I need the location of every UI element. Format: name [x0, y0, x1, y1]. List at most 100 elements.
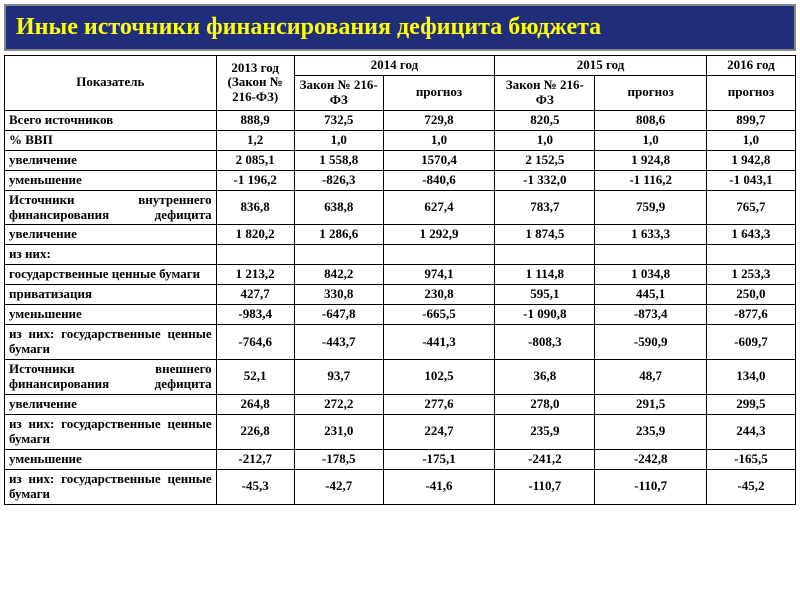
row-label: Источники внутреннего финансирования деф…	[5, 190, 217, 225]
row-label: увеличение	[5, 150, 217, 170]
cell-value: 291,5	[595, 394, 706, 414]
col-2014-forecast: прогноз	[383, 75, 494, 110]
col-2015-law: Закон № 216-ФЗ	[495, 75, 595, 110]
cell-value: 226,8	[216, 414, 294, 449]
cell-value: -1 332,0	[495, 170, 595, 190]
cell-value: 729,8	[383, 110, 494, 130]
cell-value: 235,9	[495, 414, 595, 449]
table-row: уменьшение-212,7-178,5-175,1-241,2-242,8…	[5, 449, 796, 469]
row-label: из них: государственные ценные бумаги	[5, 325, 217, 360]
cell-value: 1 034,8	[595, 265, 706, 285]
table-body: Всего источников888,9732,5729,8820,5808,…	[5, 110, 796, 504]
cell-value: -877,6	[706, 305, 795, 325]
col-2015-forecast: прогноз	[595, 75, 706, 110]
cell-value	[216, 245, 294, 265]
cell-value: -165,5	[706, 449, 795, 469]
table-row: из них:	[5, 245, 796, 265]
row-label: приватизация	[5, 285, 217, 305]
cell-value: -241,2	[495, 449, 595, 469]
table-row: Источники внутреннего финансирования деф…	[5, 190, 796, 225]
cell-value: 36,8	[495, 360, 595, 395]
cell-value: 230,8	[383, 285, 494, 305]
table-row: уменьшение-1 196,2-826,3-840,6-1 332,0 -1…	[5, 170, 796, 190]
table-row: Источники внешнего финансирования дефици…	[5, 360, 796, 395]
cell-value: -441,3	[383, 325, 494, 360]
cell-value: 638,8	[294, 190, 383, 225]
cell-value: 93,7	[294, 360, 383, 395]
cell-value: 1,0	[595, 130, 706, 150]
cell-value: -45,3	[216, 469, 294, 504]
cell-value: 1 292,9	[383, 225, 494, 245]
cell-value: -110,7	[595, 469, 706, 504]
table-row: Всего источников888,9732,5729,8820,5808,…	[5, 110, 796, 130]
table-row: % ВВП1,21,01,01,01,01,0	[5, 130, 796, 150]
cell-value: -840,6	[383, 170, 494, 190]
row-label: государственные ценные бумаги	[5, 265, 217, 285]
cell-value: 783,7	[495, 190, 595, 225]
cell-value: 820,5	[495, 110, 595, 130]
table-row: увеличение2 085,11 558,81570,42 152,51 9…	[5, 150, 796, 170]
cell-value: 1,0	[383, 130, 494, 150]
cell-value: 427,7	[216, 285, 294, 305]
cell-value: -764,6	[216, 325, 294, 360]
table-row: увеличение264,8272,2277,6278,0291,5299,5	[5, 394, 796, 414]
cell-value: -590,9	[595, 325, 706, 360]
cell-value: -647,8	[294, 305, 383, 325]
cell-value: 1 942,8	[706, 150, 795, 170]
cell-value: 134,0	[706, 360, 795, 395]
cell-value: 244,3	[706, 414, 795, 449]
cell-value: 264,8	[216, 394, 294, 414]
cell-value: 759,9	[595, 190, 706, 225]
cell-value: -242,8	[595, 449, 706, 469]
cell-value: 224,7	[383, 414, 494, 449]
cell-value: -983,4	[216, 305, 294, 325]
cell-value: -175,1	[383, 449, 494, 469]
col-2014-law: Закон № 216-ФЗ	[294, 75, 383, 110]
table-row: увеличение1 820,21 286,61 292,91 874,51 …	[5, 225, 796, 245]
cell-value: -1 043,1	[706, 170, 795, 190]
cell-value: 1 643,3	[706, 225, 795, 245]
row-label: % ВВП	[5, 130, 217, 150]
row-label: уменьшение	[5, 170, 217, 190]
cell-value: -1 196,2	[216, 170, 294, 190]
row-label: увеличение	[5, 225, 217, 245]
row-label: уменьшение	[5, 449, 217, 469]
data-table: Показатель 2013 год (Закон № 216-ФЗ) 201…	[4, 55, 796, 505]
cell-value: 1 558,8	[294, 150, 383, 170]
cell-value	[706, 245, 795, 265]
cell-value: 974,1	[383, 265, 494, 285]
row-label: из них: государственные ценные бумаги	[5, 469, 217, 504]
cell-value: 1,0	[495, 130, 595, 150]
cell-value: 250,0	[706, 285, 795, 305]
row-label: из них: государственные ценные бумаги	[5, 414, 217, 449]
table-row: приватизация427,7330,8230,8595,1445,1250…	[5, 285, 796, 305]
table-row: из них: государственные ценные бумаги-45…	[5, 469, 796, 504]
cell-value: 299,5	[706, 394, 795, 414]
cell-value: -110,7	[495, 469, 595, 504]
cell-value: 2 152,5	[495, 150, 595, 170]
cell-value: 1 874,5	[495, 225, 595, 245]
cell-value: 2 085,1	[216, 150, 294, 170]
cell-value: 808,6	[595, 110, 706, 130]
cell-value: -1 090,8	[495, 305, 595, 325]
cell-value: 1 633,3	[595, 225, 706, 245]
cell-value: 899,7	[706, 110, 795, 130]
cell-value: -41,6	[383, 469, 494, 504]
cell-value: 765,7	[706, 190, 795, 225]
table-row: из них: государственные ценные бумаги-76…	[5, 325, 796, 360]
cell-value: -826,3	[294, 170, 383, 190]
cell-value: -42,7	[294, 469, 383, 504]
cell-value: 842,2	[294, 265, 383, 285]
cell-value: 1,0	[706, 130, 795, 150]
cell-value: 595,1	[495, 285, 595, 305]
cell-value: 888,9	[216, 110, 294, 130]
cell-value: 48,7	[595, 360, 706, 395]
table-header: Показатель 2013 год (Закон № 216-ФЗ) 201…	[5, 56, 796, 111]
cell-value: 1 820,2	[216, 225, 294, 245]
cell-value: -45,2	[706, 469, 795, 504]
cell-value: 235,9	[595, 414, 706, 449]
cell-value: -212,7	[216, 449, 294, 469]
cell-value: 627,4	[383, 190, 494, 225]
page-title-bar: Иные источники финансирования дефицита б…	[4, 4, 796, 51]
page-title: Иные источники финансирования дефицита б…	[16, 14, 601, 40]
